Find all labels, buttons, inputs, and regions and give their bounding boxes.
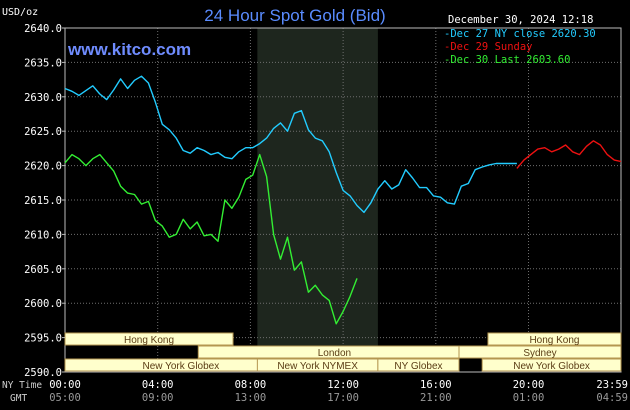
x-tick-label: 04:00: [142, 379, 174, 391]
x-tick-label: 00:00: [49, 379, 81, 391]
session-label: Hong Kong: [124, 335, 174, 346]
session-label: Hong Kong: [529, 335, 579, 346]
x-tick-label: 12:00: [327, 379, 359, 391]
session-bar: [377, 358, 460, 372]
y-tick-label: 2620.0: [24, 161, 62, 173]
y-axis: 2590.0 2595.0 2600.0 2605.0 2610.0 2615.0 2620…: [24, 23, 65, 379]
gmt-label: GMT: [10, 393, 27, 404]
y-tick-label: 2615.0: [24, 195, 62, 207]
session-bar: [458, 345, 622, 359]
gmt-tick-label: 05:00: [49, 392, 81, 404]
series-line-0: [64, 75, 517, 214]
legend-entry: -Dec 27 NY close 2620.30: [444, 28, 596, 40]
session-label: New York Globex: [513, 361, 590, 372]
y-tick-label: 2610.0: [24, 229, 62, 241]
gmt-tick-label: 01:00: [513, 392, 545, 404]
x-tick-label: 08:00: [235, 379, 267, 391]
session-bar: [487, 332, 622, 346]
y-tick-label: 2595.0: [24, 333, 62, 345]
gmt-tick-label: 13:00: [235, 392, 267, 404]
gmt-tick-label: 21:00: [420, 392, 452, 404]
y-tick-label: 2625.0: [24, 126, 62, 138]
x-tick-label: 23:59: [596, 379, 628, 391]
y-axis-unit-label: USD/oz: [2, 7, 38, 18]
y-tick-label: 2605.0: [24, 264, 62, 276]
y-tick-label: 2635.0: [24, 57, 62, 69]
price-series: [64, 75, 622, 325]
session-label: Sydney: [523, 348, 556, 359]
legend-entry: -Dec 30 Last 2603.60: [444, 54, 570, 66]
timestamp: December 30, 2024 12:18: [448, 14, 593, 26]
session-label: London: [318, 348, 351, 359]
y-tick-label: 2640.0: [24, 23, 62, 35]
gmt-tick-label: 09:00: [142, 392, 174, 404]
session-label: NY Globex: [394, 361, 442, 372]
session-label: New York Globex: [143, 361, 220, 372]
x-tick-label: 16:00: [420, 379, 452, 391]
x-tick-label: 20:00: [513, 379, 545, 391]
y-tick-label: 2590.0: [24, 367, 62, 379]
session-label: New York NYMEX: [277, 361, 358, 372]
legend: -Dec 27 NY close 2620.30-Dec 29 Sunday-D…: [444, 28, 596, 66]
session-bar: [481, 358, 622, 372]
plot-area: Hong Kong London New York Globex New York N…: [64, 27, 622, 373]
series-line-1: [516, 140, 622, 169]
site-watermark[interactable]: www.kitco.com: [67, 40, 191, 59]
gmt-tick-label: 04:59: [596, 392, 628, 404]
legend-entry: -Dec 29 Sunday: [444, 41, 533, 53]
y-tick-label: 2630.0: [24, 92, 62, 104]
market-sessions: Hong Kong London New York Globex New York N…: [64, 332, 622, 372]
y-tick-label: 2600.0: [24, 298, 62, 310]
gmt-tick-label: 17:00: [327, 392, 359, 404]
ny-time-label: NY Time: [2, 380, 42, 391]
chart-title: 24 Hour Spot Gold (Bid): [204, 6, 385, 25]
series-line-2: [64, 153, 358, 325]
session-bar: [64, 332, 234, 346]
